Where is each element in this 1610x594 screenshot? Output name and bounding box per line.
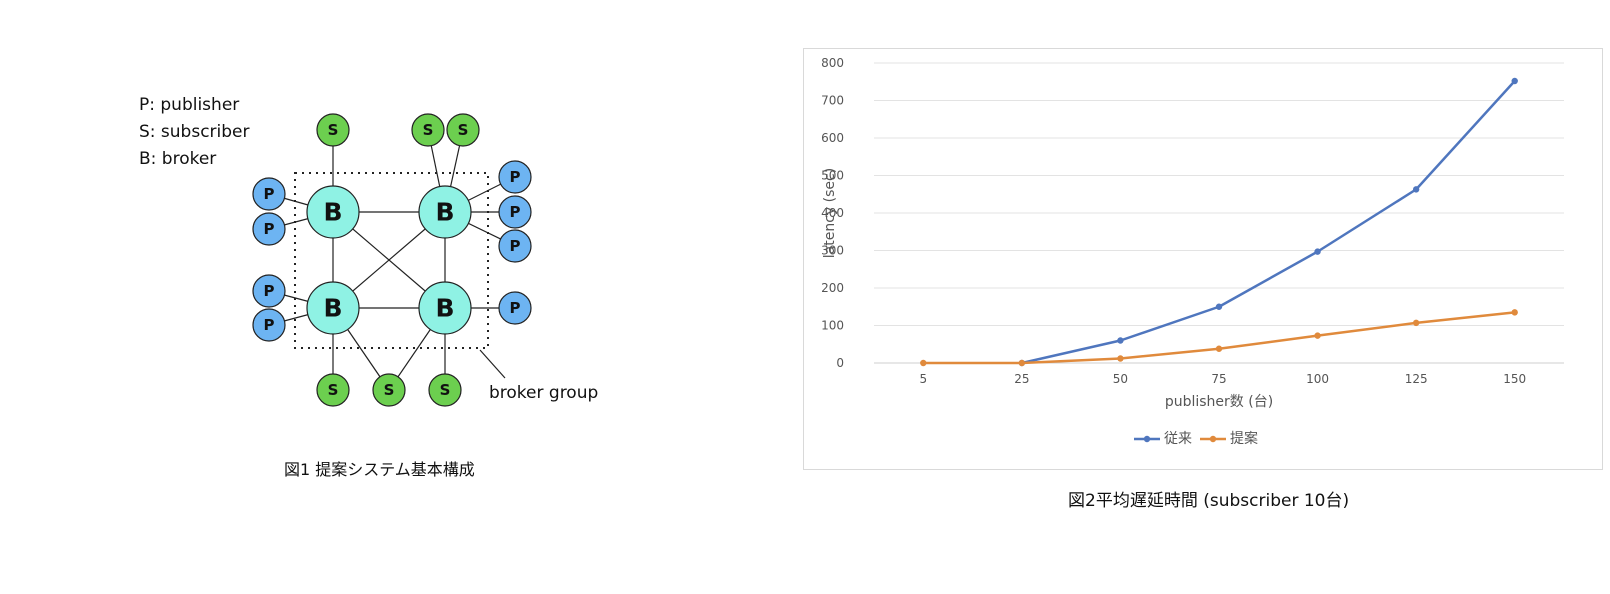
diagram-legend-item: B: broker — [139, 149, 216, 169]
broker-node-label: B — [435, 294, 454, 323]
data-point — [1215, 303, 1223, 310]
x-tick-label: 125 — [1405, 372, 1428, 386]
y-tick-label: 200 — [821, 281, 844, 295]
x-tick-label: 100 — [1306, 372, 1329, 386]
diagram-legend-item: P: publisher — [139, 95, 239, 115]
legend-label: 提案 — [1230, 430, 1258, 447]
latency-chart-svg: 0 100 200 300 400 500 600 700 800 5 25 50 75 100 125 15… — [821, 56, 1564, 447]
y-tick-label: 300 — [821, 244, 844, 258]
y-tick-label: 400 — [821, 206, 844, 220]
publisher-node-label: P — [510, 203, 521, 221]
publisher-node-label: P — [510, 168, 521, 186]
broker-node: B — [418, 185, 472, 239]
publisher-node: P — [498, 160, 532, 194]
publisher-node: P — [252, 177, 286, 211]
y-tick-label: 0 — [836, 356, 844, 370]
subscriber-node: S — [446, 113, 480, 147]
data-point — [1314, 248, 1321, 255]
publisher-node: P — [252, 308, 286, 342]
subscriber-node: S — [411, 113, 445, 147]
publisher-node-label: P — [510, 299, 521, 317]
publisher-node: P — [498, 195, 532, 229]
data-point — [1117, 355, 1124, 362]
broker-node: B — [306, 281, 360, 335]
broker-node-label: B — [323, 198, 342, 227]
x-axis-title: publisher数 (台) — [1165, 394, 1273, 410]
subscriber-node-label: S — [423, 121, 434, 139]
figure2-caption: 図2平均遅延時間 (subscriber 10台) — [1068, 491, 1350, 511]
data-point — [1117, 337, 1124, 344]
data-point — [1018, 359, 1026, 367]
broker-node: B — [306, 185, 360, 239]
diagram-legend: P: publisher S: subscriber B: broker — [139, 95, 250, 169]
broker-group-box — [294, 172, 489, 349]
figure1-caption: 図1 提案システム基本構成 — [284, 460, 475, 479]
publisher-node-label: P — [264, 185, 275, 203]
data-point — [1412, 319, 1420, 327]
broker-node-label: B — [435, 198, 454, 227]
data-point — [1511, 77, 1518, 85]
legend-item-1: 従来 — [1134, 431, 1192, 447]
publisher-node-label: P — [264, 220, 275, 238]
publisher-node: P — [498, 229, 532, 263]
y-tick-label: 500 — [821, 169, 844, 183]
series-line-1 — [1021, 80, 1516, 365]
publisher-node: P — [252, 274, 286, 308]
publisher-node: P — [498, 291, 532, 325]
x-tick-label: 25 — [1014, 372, 1029, 386]
latency-chart: 0 100 200 300 400 500 600 700 800 5 25 50 75 100 125 15… — [803, 48, 1603, 470]
x-tick-label: 50 — [1113, 372, 1128, 386]
subscriber-node-label: S — [328, 121, 339, 139]
publisher-node: P — [252, 212, 286, 246]
subscriber-node: S — [428, 373, 462, 407]
broker-group-label: broker group — [489, 383, 598, 403]
diagram-edges — [268, 129, 516, 391]
subscriber-node: S — [316, 373, 350, 407]
x-tick-label: 75 — [1211, 372, 1226, 386]
broker-group-leader-line — [479, 349, 506, 379]
data-point — [1511, 309, 1518, 316]
legend-item-2: 提案 — [1200, 430, 1258, 447]
diagram-legend-item: S: subscriber — [139, 122, 250, 142]
subscriber-node: S — [372, 373, 406, 407]
publisher-node-label: P — [264, 316, 275, 334]
subscriber-node-label: S — [328, 381, 339, 399]
subscriber-node: S — [316, 113, 350, 147]
subscriber-node-label: S — [384, 381, 395, 399]
x-tick-label: 150 — [1503, 372, 1526, 386]
data-point — [920, 359, 927, 367]
data-point — [1412, 186, 1420, 193]
broker-node: B — [418, 281, 472, 335]
publisher-node-label: P — [264, 282, 275, 300]
system-architecture-diagram: P: publisher S: subscriber B: broker broke… — [139, 95, 598, 407]
publisher-node-label: P — [510, 237, 521, 255]
y-tick-label: 800 — [821, 56, 844, 70]
y-tick-label: 100 — [821, 319, 844, 333]
y-tick-label: 600 — [821, 131, 844, 145]
data-point — [1314, 332, 1321, 339]
subscriber-node-label: S — [440, 381, 451, 399]
legend-label: 従来 — [1164, 431, 1192, 447]
y-tick-label: 700 — [821, 94, 844, 108]
x-tick-label: 5 — [919, 372, 927, 386]
broker-node-label: B — [323, 294, 342, 323]
y-axis-title: latency (sec) — [822, 168, 838, 258]
series-line-2 — [923, 311, 1515, 365]
data-point — [1215, 345, 1223, 352]
subscriber-node-label: S — [458, 121, 469, 139]
